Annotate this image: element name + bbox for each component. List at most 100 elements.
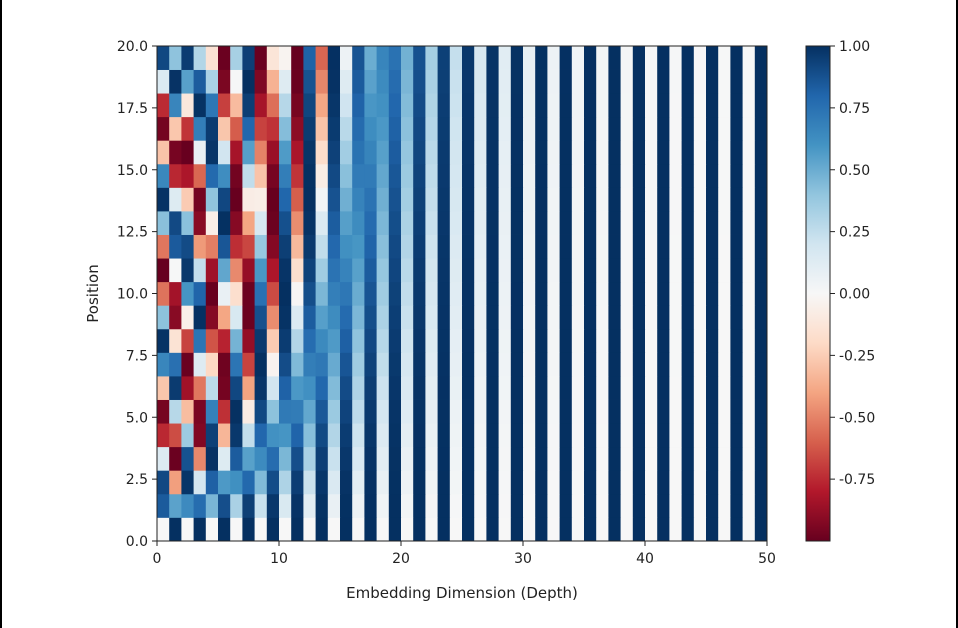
- heatmap-cell: [376, 446, 390, 471]
- heatmap-cell: [498, 258, 512, 283]
- heatmap-cell: [437, 517, 451, 542]
- heatmap-cell: [181, 517, 194, 542]
- heatmap-cell: [620, 187, 634, 212]
- heatmap-cell: [425, 376, 438, 400]
- heatmap-cell: [315, 46, 329, 70]
- heatmap-cell: [181, 93, 194, 118]
- heatmap-cell: [218, 281, 231, 306]
- heatmap-cell: [474, 305, 487, 330]
- heatmap-cell: [218, 140, 231, 165]
- heatmap-cell: [645, 93, 658, 118]
- heatmap-cell: [486, 470, 499, 495]
- heatmap-cell: [474, 69, 487, 94]
- heatmap-cell: [254, 93, 268, 118]
- heatmap-cell: [401, 140, 414, 165]
- heatmap-cell: [754, 69, 768, 94]
- heatmap-cell: [279, 163, 292, 188]
- heatmap-cell: [681, 423, 695, 448]
- colorbar-tick-label: 0.00: [839, 287, 870, 303]
- heatmap-cell: [547, 517, 560, 542]
- heatmap-cell: [474, 376, 487, 400]
- heatmap-cell: [706, 328, 719, 353]
- heatmap-cell: [327, 281, 341, 306]
- heatmap-cell: [352, 517, 365, 542]
- heatmap-cell: [559, 470, 573, 495]
- heatmap-cell: [315, 470, 329, 495]
- heatmap-cell: [303, 399, 316, 424]
- heatmap-cell: [401, 46, 414, 70]
- heatmap-cell: [340, 163, 353, 188]
- heatmap-cell: [584, 399, 597, 424]
- heatmap-cell: [169, 305, 182, 330]
- heatmap-cell: [218, 399, 231, 424]
- heatmap-cell: [425, 116, 438, 141]
- heatmap-cell: [401, 116, 414, 141]
- heatmap-cell: [559, 399, 573, 424]
- heatmap-cell: [693, 352, 707, 377]
- heatmap-cell: [388, 305, 402, 330]
- heatmap-cell: [498, 352, 512, 377]
- heatmap-cell: [754, 187, 768, 212]
- heatmap-cell: [535, 140, 548, 165]
- heatmap-cell: [681, 93, 695, 118]
- heatmap-cell: [205, 352, 219, 377]
- heatmap-cell: [181, 352, 194, 377]
- heatmap-cell: [242, 328, 255, 353]
- heatmap-cell: [303, 446, 316, 471]
- heatmap-cell: [462, 493, 475, 518]
- heatmap-cell: [559, 281, 573, 306]
- heatmap-cell: [340, 116, 353, 141]
- heatmap-cell: [474, 211, 487, 235]
- heatmap-cell: [291, 352, 304, 377]
- heatmap-cell: [449, 116, 463, 141]
- heatmap-cell: [413, 305, 426, 330]
- heatmap-cell: [730, 163, 743, 188]
- heatmap-cell: [205, 376, 219, 400]
- heatmap-cell: [510, 376, 524, 400]
- heatmap-cell: [657, 116, 670, 141]
- heatmap-cell: [352, 493, 365, 518]
- heatmap-cell: [157, 46, 170, 70]
- heatmap-cell: [535, 234, 548, 259]
- heatmap-cell: [303, 423, 316, 448]
- heatmap-cell: [279, 470, 292, 495]
- heatmap-cell: [352, 376, 365, 400]
- heatmap-cell: [242, 69, 255, 94]
- y-tick-label: 15.0: [117, 163, 148, 179]
- heatmap-cell: [279, 305, 292, 330]
- heatmap-cell: [376, 281, 390, 306]
- heatmap-cell: [693, 93, 707, 118]
- heatmap-cell: [742, 517, 756, 542]
- heatmap-cell: [693, 305, 707, 330]
- heatmap-cell: [706, 399, 719, 424]
- heatmap-cell: [218, 258, 231, 283]
- heatmap-cell: [681, 187, 695, 212]
- heatmap-cell: [230, 517, 243, 542]
- heatmap-cell: [364, 446, 377, 471]
- heatmap-cell: [401, 211, 414, 235]
- heatmap-cell: [510, 305, 524, 330]
- colorbar-ticks: 1.00 0.75 0.50 0.25 0.00 -0.25 -0.50 -0.75: [830, 39, 875, 488]
- heatmap-cell: [413, 46, 426, 70]
- heatmap-cell: [718, 46, 731, 70]
- heatmap-cell: [510, 493, 524, 518]
- heatmap-cell: [462, 470, 475, 495]
- heatmap-cell: [608, 376, 621, 400]
- heatmap-cell: [303, 328, 316, 353]
- heatmap-cell: [230, 163, 243, 188]
- heatmap-cell: [364, 517, 377, 542]
- heatmap-cell: [364, 399, 377, 424]
- heatmap-cell: [437, 116, 451, 141]
- heatmap-cell: [340, 376, 353, 400]
- heatmap-cell: [608, 116, 621, 141]
- heatmap-cell: [559, 163, 573, 188]
- heatmap-cell: [327, 352, 341, 377]
- heatmap-cell: [498, 470, 512, 495]
- heatmap-cell: [718, 93, 731, 118]
- heatmap-cell: [388, 140, 402, 165]
- y-tick-label: 10.0: [117, 287, 148, 303]
- heatmap-cell: [340, 328, 353, 353]
- heatmap-cell: [571, 423, 585, 448]
- heatmap-cell: [315, 116, 329, 141]
- heatmap-cell: [693, 493, 707, 518]
